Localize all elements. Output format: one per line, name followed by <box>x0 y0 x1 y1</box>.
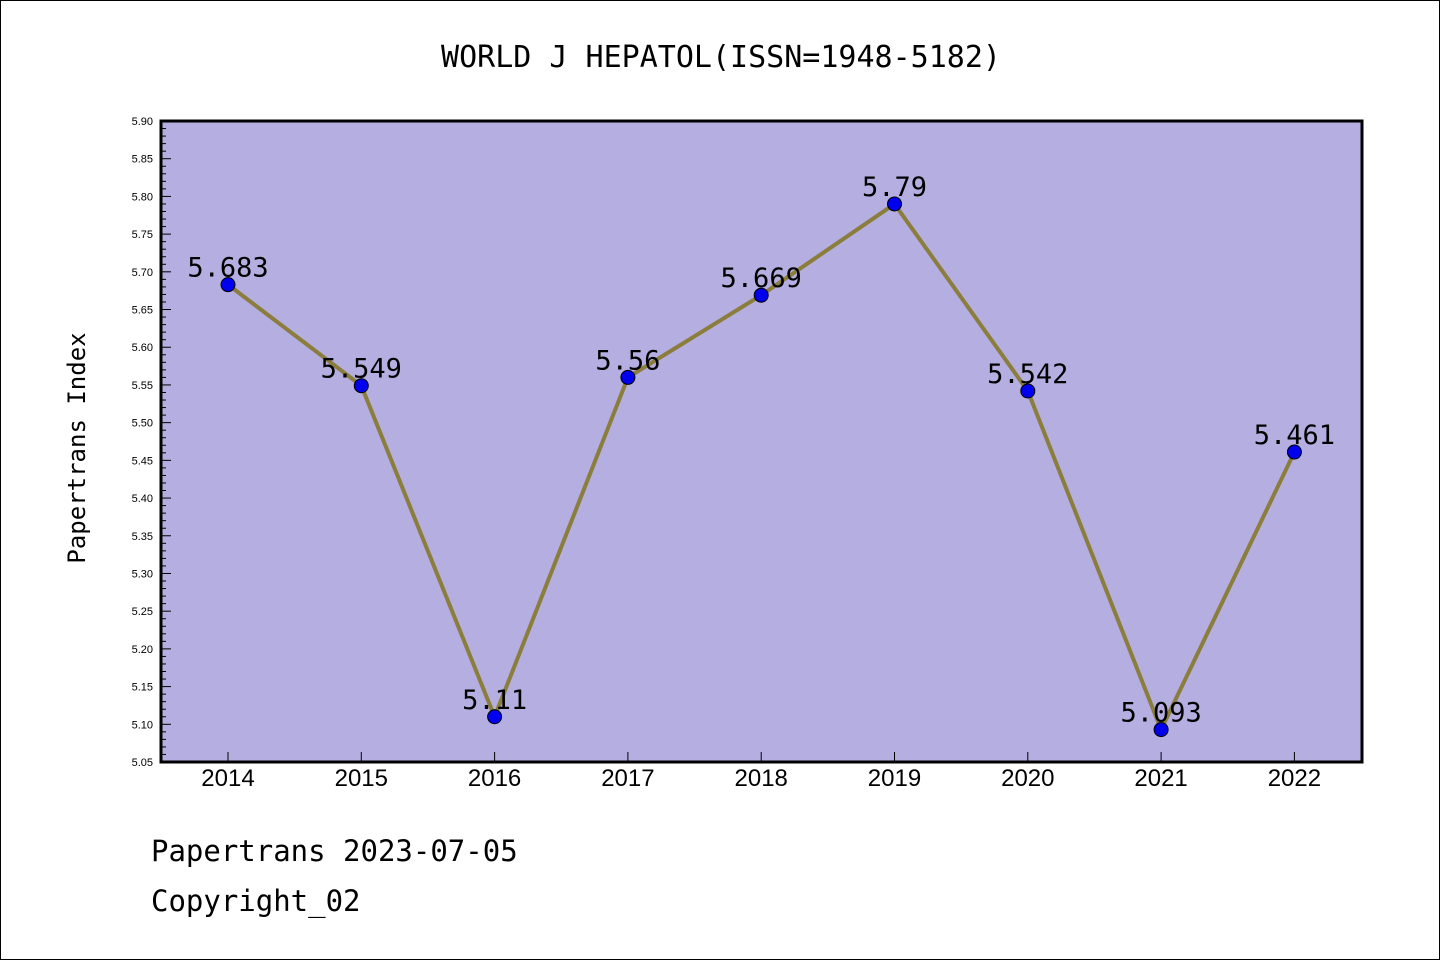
chart-title: WORLD J HEPATOL(ISSN=1948-5182) <box>441 40 1001 75</box>
y-tick-label: 5.15 <box>132 682 153 694</box>
y-tick-label: 5.20 <box>132 644 153 656</box>
data-labels: 5.683 5.549 5.11 5.56 5.669 5.79 5.542 5.093 5.4… <box>187 172 1335 729</box>
y-tick-label: 5.30 <box>132 568 153 580</box>
y-tick-label: 5.10 <box>132 719 153 731</box>
y-tick-label: 5.75 <box>132 229 153 241</box>
y-tick-label: 5.55 <box>132 380 153 392</box>
data-label: 5.542 <box>987 359 1068 390</box>
y-tick-label: 5.65 <box>132 305 153 317</box>
x-tick-label: 2015 <box>335 765 388 792</box>
y-tick-label: 5.60 <box>132 342 153 354</box>
data-point <box>1020 383 1036 399</box>
footer-copyright: Copyright_02 <box>151 884 361 918</box>
y-tick-label: 5.05 <box>132 757 153 769</box>
data-point <box>1153 722 1169 738</box>
y-axis: 5.05 5.10 5.15 5.20 5.25 5.30 5.35 5.40 5.45 5.50… <box>132 116 171 769</box>
y-tick-label: 5.25 <box>132 606 153 618</box>
y-tick-label: 5.80 <box>132 191 153 203</box>
y-tick-label: 5.50 <box>132 418 153 430</box>
x-tick-label: 2016 <box>468 765 521 792</box>
y-tick-label: 5.85 <box>132 154 153 166</box>
data-label: 5.549 <box>321 354 402 385</box>
data-point <box>487 709 503 725</box>
footer-date: Papertrans 2023-07-05 <box>151 834 518 868</box>
x-tick-label: 2022 <box>1268 765 1321 792</box>
y-tick-label: 5.35 <box>132 531 153 543</box>
data-label: 5.093 <box>1120 698 1201 729</box>
x-tick-label: 2020 <box>1001 765 1054 792</box>
data-label: 5.79 <box>862 172 927 203</box>
x-tick-label: 2019 <box>868 765 921 792</box>
data-point <box>220 277 236 293</box>
x-tick-label: 2017 <box>601 765 654 792</box>
data-point <box>753 287 769 303</box>
y-tick-label: 5.40 <box>132 493 153 505</box>
data-label: 5.683 <box>187 253 268 284</box>
data-point <box>1286 444 1302 460</box>
x-tick-label: 2014 <box>201 765 254 792</box>
data-label: 5.669 <box>721 263 802 294</box>
y-tick-label: 5.70 <box>132 267 153 279</box>
y-tick-label: 5.90 <box>132 116 153 128</box>
series-markers <box>220 196 1302 738</box>
y-tick-label: 5.45 <box>132 455 153 467</box>
data-label: 5.56 <box>595 345 660 376</box>
x-tick-label: 2021 <box>1134 765 1187 792</box>
plot-area <box>159 119 1364 764</box>
data-point <box>353 378 369 394</box>
data-label: 5.11 <box>462 685 527 716</box>
x-tick-label: 2018 <box>735 765 788 792</box>
x-axis: 2014 2015 2016 2017 2018 2019 2020 2021 2022 <box>201 752 1321 792</box>
y-axis-label: Papertrans Index <box>63 332 91 563</box>
data-point <box>887 196 902 212</box>
data-label: 5.461 <box>1254 420 1335 451</box>
data-point <box>620 369 636 385</box>
